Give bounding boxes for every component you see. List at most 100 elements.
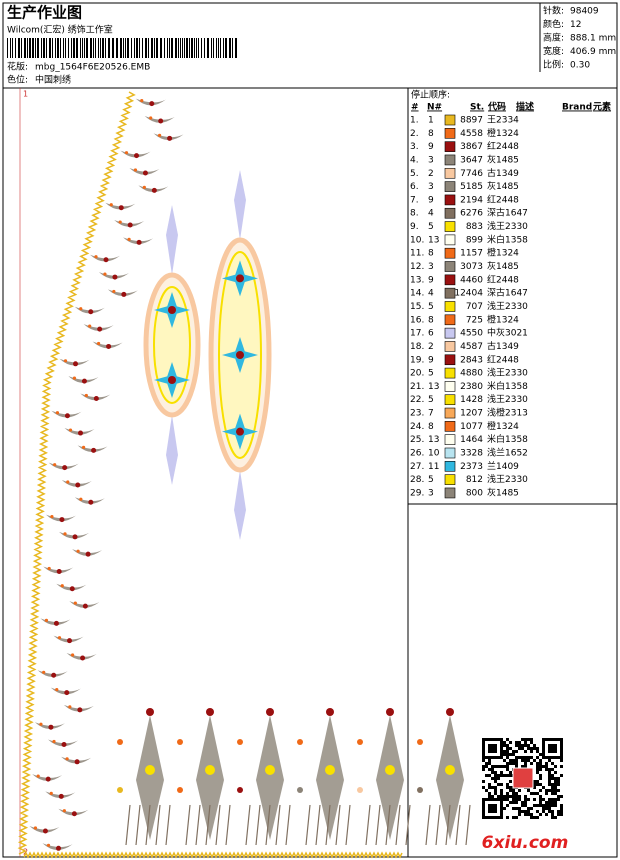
- qr-module: [539, 795, 542, 798]
- leaf-motif: [45, 514, 76, 522]
- bud: [149, 101, 155, 107]
- bar: [139, 38, 140, 58]
- bar: [213, 38, 214, 58]
- qr-module: [533, 780, 536, 783]
- fringe: [255, 804, 261, 846]
- bar: [142, 38, 143, 58]
- leaf-motif: [42, 843, 73, 851]
- bar: [123, 38, 124, 58]
- qr-module: [518, 798, 521, 801]
- leaf-motif: [51, 410, 82, 418]
- color-swatch: [444, 247, 456, 259]
- qr-module: [506, 786, 509, 789]
- row-number: 15.: [410, 302, 424, 312]
- leaf-motif: [135, 98, 166, 106]
- row-number: 18.: [410, 342, 424, 352]
- bar: [60, 38, 61, 58]
- qr-module: [482, 810, 485, 813]
- leaf-motif: [37, 670, 68, 678]
- qr-module: [515, 765, 518, 768]
- bar: [201, 38, 202, 58]
- qr-module: [548, 738, 551, 741]
- bud: [61, 741, 67, 747]
- row-number: 9.: [410, 222, 419, 232]
- qr-module: [539, 765, 542, 768]
- bud: [44, 618, 49, 622]
- column-header: Brand: [562, 103, 592, 113]
- needle: 7: [428, 409, 434, 419]
- qr-module: [527, 810, 530, 813]
- qr-module: [509, 774, 512, 777]
- fringe: [305, 804, 311, 846]
- qr-module: [542, 738, 545, 741]
- needle: 13: [428, 435, 439, 445]
- qr-module: [497, 765, 500, 768]
- qr-module: [554, 792, 557, 795]
- needle: 5: [428, 369, 434, 379]
- qr-module: [551, 756, 554, 759]
- bud: [84, 393, 88, 398]
- qr-module: [560, 741, 563, 744]
- qr-module: [509, 747, 512, 750]
- fringe: [145, 804, 151, 846]
- bud: [66, 480, 70, 484]
- bar: [145, 38, 147, 58]
- fringe: [285, 804, 291, 846]
- bar: [73, 38, 75, 58]
- column-header: 代码: [487, 101, 506, 113]
- qr-module: [539, 801, 542, 804]
- qr-module: [488, 744, 491, 747]
- qr-module: [500, 738, 503, 741]
- bud: [57, 636, 62, 640]
- qr-module: [542, 753, 545, 756]
- qr-module: [536, 765, 539, 768]
- bar: [98, 38, 99, 58]
- bud: [75, 482, 81, 488]
- qr-module: [503, 798, 506, 801]
- qr-module: [551, 810, 554, 813]
- stitches: 1464: [460, 435, 483, 445]
- qr-module: [551, 804, 554, 807]
- bud: [136, 239, 142, 245]
- qr-module: [551, 762, 554, 765]
- stitches: 4460: [460, 275, 483, 285]
- bar: [82, 38, 83, 58]
- leaf-motif: [45, 791, 76, 799]
- info-label: 比例:: [543, 59, 564, 71]
- qr-module: [494, 744, 497, 747]
- fringe: [385, 804, 391, 846]
- color-swatch: [444, 128, 456, 139]
- qr-module: [542, 798, 545, 801]
- qr-module: [488, 807, 491, 810]
- qr-module: [515, 816, 518, 819]
- qr-module: [533, 786, 536, 789]
- qr-module: [512, 795, 515, 798]
- color-swatch: [444, 221, 456, 232]
- info-value: 98409: [570, 7, 599, 17]
- bud: [326, 708, 334, 716]
- qr-module: [482, 786, 485, 789]
- bud: [445, 765, 455, 775]
- color-swatch: [444, 487, 456, 499]
- qr-module: [494, 750, 497, 753]
- qr-module: [557, 777, 560, 780]
- row-number: 7.: [410, 195, 419, 205]
- leaf-motif: [56, 583, 87, 591]
- qr-module: [548, 750, 551, 753]
- qr-module: [494, 807, 497, 810]
- qr-module: [542, 786, 545, 789]
- qr-module: [545, 792, 548, 795]
- qr-module: [548, 747, 551, 750]
- qr-module: [557, 798, 560, 801]
- qr-module: [554, 804, 557, 807]
- qr-module: [536, 816, 539, 819]
- bar: [27, 38, 28, 58]
- bud: [167, 135, 173, 141]
- color-swatch: [444, 154, 456, 166]
- barcode: [7, 38, 237, 58]
- leaf-motif: [43, 566, 74, 574]
- needle: 9: [428, 275, 434, 285]
- description: 古1349: [487, 340, 519, 352]
- qr-module: [560, 810, 563, 813]
